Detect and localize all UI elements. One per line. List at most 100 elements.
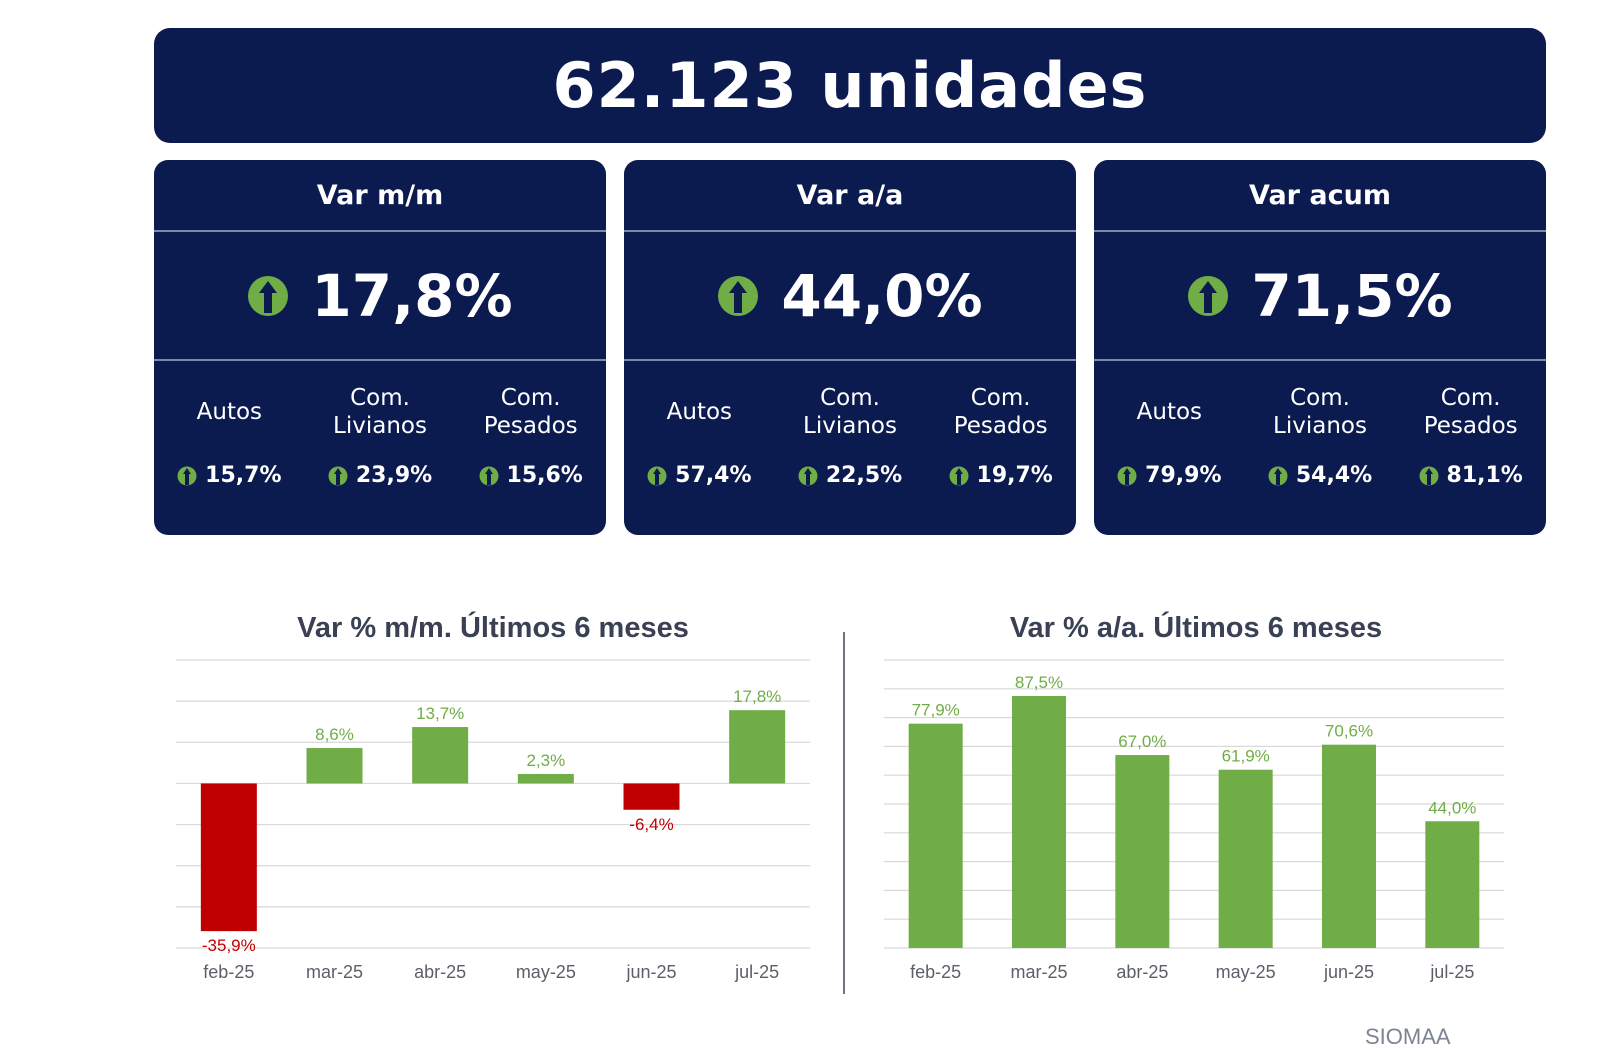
breakdown-percentage: 81,1% bbox=[1446, 463, 1523, 488]
data-label: 17,8% bbox=[733, 687, 781, 706]
breakdown-value: 57,4% bbox=[647, 463, 752, 488]
breakdown-label: Autos bbox=[666, 399, 733, 425]
data-label: 2,3% bbox=[526, 751, 565, 770]
breakdown-percentage: 54,4% bbox=[1295, 463, 1373, 488]
category-label: may-25 bbox=[516, 962, 576, 982]
breakdown-label: Com. Livianos bbox=[803, 385, 897, 439]
breakdown-label: Autos bbox=[1136, 399, 1203, 425]
up-arrow-icon bbox=[798, 466, 818, 485]
up-arrow-icon bbox=[718, 275, 759, 316]
card-title: Var m/m bbox=[154, 160, 606, 232]
siomaa-logo: SIOMAA bbox=[1365, 1024, 1451, 1049]
up-arrow-icon bbox=[1268, 466, 1288, 485]
up-arrow-icon bbox=[248, 275, 289, 316]
up-arrow-icon bbox=[177, 466, 197, 485]
breakdown-value: 15,6% bbox=[479, 463, 583, 488]
breakdown-pesados: Com. Pesados 81,1% bbox=[1395, 361, 1546, 533]
category-label: jun-25 bbox=[625, 962, 676, 982]
category-label: may-25 bbox=[1216, 962, 1276, 982]
card-main-value: 17,8% bbox=[154, 232, 606, 361]
breakdown-value: 15,7% bbox=[177, 463, 282, 488]
card-var-mm: Var m/m 17,8% Autos 15,7% Com. Livianos … bbox=[154, 160, 606, 535]
breakdown-livianos: Com. Livianos 54,4% bbox=[1245, 361, 1396, 533]
breakdown-percentage: 15,7% bbox=[205, 463, 282, 488]
up-arrow-icon bbox=[647, 466, 667, 485]
breakdown-percentage: 15,6% bbox=[506, 463, 583, 488]
bar-feb-25 bbox=[908, 723, 963, 948]
data-label: 70,6% bbox=[1325, 722, 1373, 741]
card-title: Var a/a bbox=[624, 160, 1076, 232]
bar-jun-25 bbox=[1322, 744, 1376, 948]
breakdown-label: Com. Livianos bbox=[1273, 385, 1367, 439]
up-arrow-icon bbox=[1188, 275, 1229, 316]
category-label: jun-25 bbox=[1323, 962, 1374, 982]
bar-jul-25 bbox=[1425, 821, 1480, 948]
category-label: mar-25 bbox=[306, 962, 363, 982]
up-arrow-icon bbox=[949, 466, 969, 485]
breakdown-percentage: 57,4% bbox=[675, 463, 752, 488]
main-percentage: 17,8% bbox=[311, 261, 513, 330]
chart-divider bbox=[843, 632, 845, 994]
breakdown-label: Com. Pesados bbox=[953, 385, 1048, 439]
category-label: mar-25 bbox=[1010, 962, 1067, 982]
bar-feb-25 bbox=[200, 783, 257, 932]
breakdown-percentage: 79,9% bbox=[1145, 463, 1222, 488]
bar-mar-25 bbox=[306, 748, 363, 784]
breakdown-value: 81,1% bbox=[1419, 463, 1523, 488]
up-arrow-icon bbox=[328, 466, 348, 485]
data-label: 87,5% bbox=[1015, 673, 1063, 692]
bar-abr-25 bbox=[412, 727, 469, 784]
chart-title-aa: Var % a/a. Últimos 6 meses bbox=[1009, 612, 1383, 644]
data-label: -35,9% bbox=[202, 936, 256, 955]
bar-chart-aa: 77,9% feb-25 87,5% mar-25 67,0% abr-25 61,9% ma… bbox=[884, 659, 1504, 982]
card-breakdown: Autos 79,9% Com. Livianos 54,4% Com. Pes… bbox=[1094, 361, 1546, 533]
data-label: 77,9% bbox=[912, 701, 960, 720]
breakdown-label: Com. Livianos bbox=[333, 385, 427, 439]
data-label: -6,4% bbox=[629, 815, 673, 834]
breakdown-pesados: Com. Pesados 15,6% bbox=[455, 361, 606, 533]
breakdown-percentage: 23,9% bbox=[355, 463, 433, 488]
breakdown-value: 54,4% bbox=[1268, 463, 1372, 488]
breakdown-pesados: Com. Pesados 19,7% bbox=[925, 361, 1076, 533]
breakdown-label: Com. Pesados bbox=[483, 385, 578, 439]
data-label: 44,0% bbox=[1428, 798, 1476, 817]
card-breakdown: Autos 57,4% Com. Livianos 22,5% Com. Pes… bbox=[624, 361, 1076, 533]
category-label: abr-25 bbox=[414, 962, 466, 982]
bar-may-25 bbox=[517, 773, 574, 784]
breakdown-value: 22,5% bbox=[798, 463, 902, 488]
card-main-value: 71,5% bbox=[1094, 232, 1546, 361]
breakdown-livianos: Com. Livianos 23,9% bbox=[305, 361, 456, 533]
card-title: Var acum bbox=[1094, 160, 1546, 232]
bar-mar-25 bbox=[1012, 696, 1066, 948]
breakdown-value: 19,7% bbox=[949, 463, 1053, 488]
main-percentage: 71,5% bbox=[1251, 261, 1453, 330]
card-var-acum: Var acum 71,5% Autos 79,9% Com. Livianos… bbox=[1094, 160, 1546, 535]
up-arrow-icon bbox=[1117, 466, 1137, 485]
data-label: 8,6% bbox=[315, 725, 354, 744]
breakdown-label: Com. Pesados bbox=[1423, 385, 1518, 439]
card-main-value: 44,0% bbox=[624, 232, 1076, 361]
breakdown-autos: Autos 57,4% bbox=[624, 361, 775, 533]
breakdown-value: 23,9% bbox=[328, 463, 432, 488]
bar-jul-25 bbox=[729, 710, 786, 784]
data-label: 67,0% bbox=[1118, 732, 1166, 751]
category-label: abr-25 bbox=[1116, 962, 1168, 982]
breakdown-percentage: 22,5% bbox=[825, 463, 903, 488]
card-breakdown: Autos 15,7% Com. Livianos 23,9% Com. Pes… bbox=[154, 361, 606, 533]
category-label: jul-25 bbox=[1429, 962, 1474, 982]
up-arrow-icon bbox=[1419, 466, 1439, 485]
total-units-banner: 62.123 unidades bbox=[154, 28, 1546, 143]
breakdown-livianos: Com. Livianos 22,5% bbox=[775, 361, 926, 533]
data-label: 61,9% bbox=[1222, 747, 1270, 766]
category-label: jul-25 bbox=[734, 962, 779, 982]
bar-jun-25 bbox=[623, 783, 680, 810]
bar-abr-25 bbox=[1115, 755, 1170, 948]
up-arrow-icon bbox=[479, 466, 499, 485]
main-percentage: 44,0% bbox=[781, 261, 983, 330]
breakdown-autos: Autos 15,7% bbox=[154, 361, 305, 533]
chart-title-mm: Var % m/m. Últimos 6 meses bbox=[297, 612, 689, 644]
total-units-text: 62.123 unidades bbox=[552, 49, 1148, 122]
category-label: feb-25 bbox=[910, 962, 961, 982]
breakdown-value: 79,9% bbox=[1117, 463, 1222, 488]
category-label: feb-25 bbox=[203, 962, 254, 982]
